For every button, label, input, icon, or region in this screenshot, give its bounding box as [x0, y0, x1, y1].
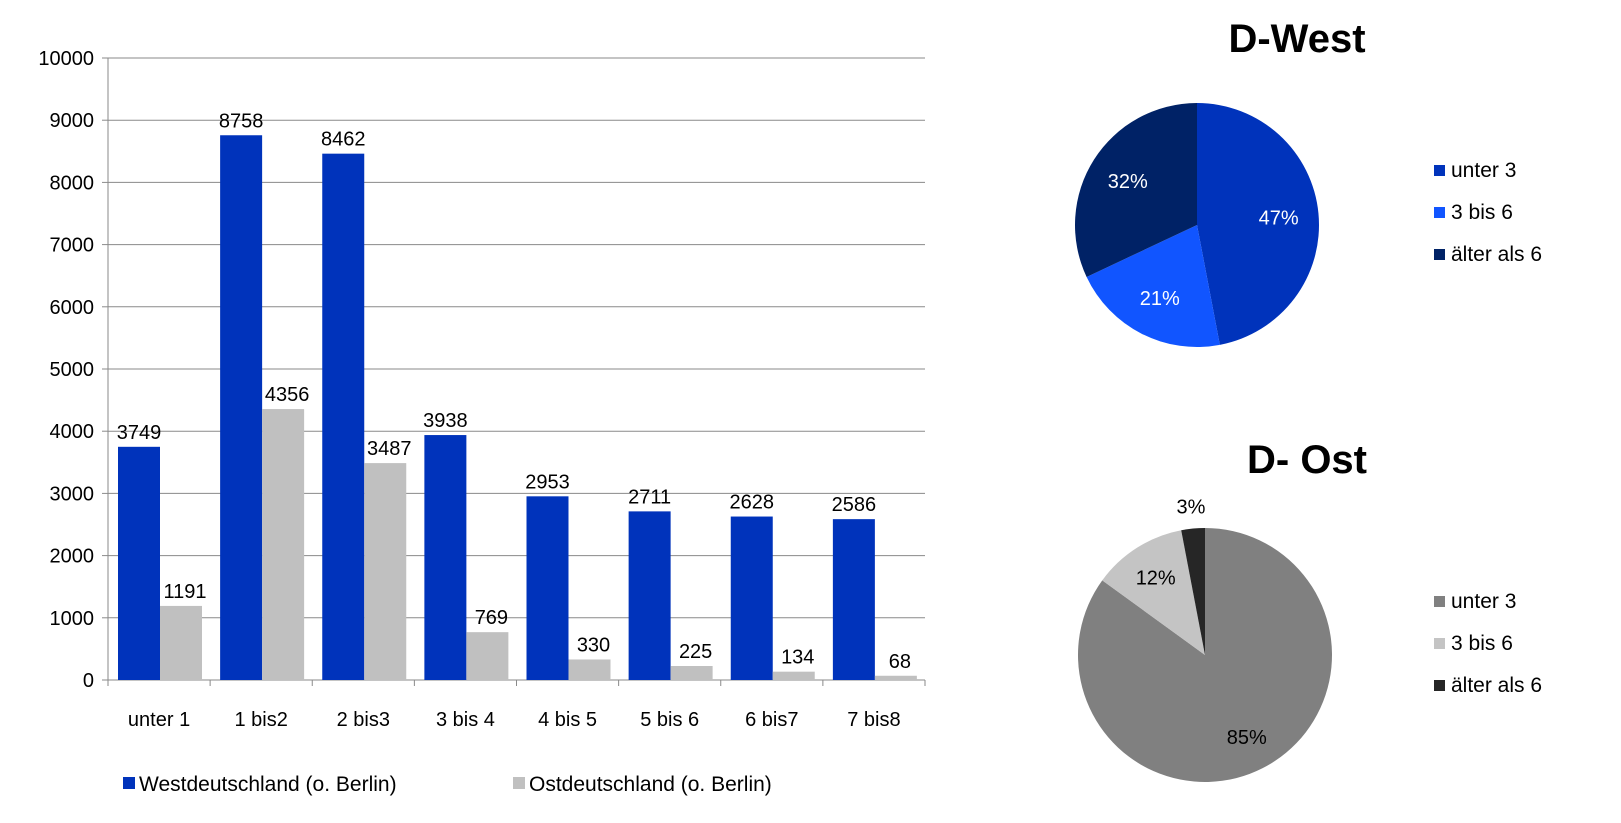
pie-chart-west: D-West 47% 21% 32% unter 3 3 bis 6 älter als…: [1075, 17, 1542, 347]
y-tick-label: 5000: [50, 359, 95, 381]
bar-value-label: 330: [577, 634, 610, 656]
pie-west-slices: 47% 21% 32%: [1075, 102, 1319, 347]
y-tick-label: 1000: [50, 608, 95, 630]
y-axis-ticks: 0 1000 2000 3000 4000 5000 6000 7000 8000 9000 100…: [38, 48, 108, 692]
y-tick-label: 7000: [50, 235, 95, 257]
bar-value-label: 3487: [367, 438, 412, 460]
x-tick-label: 5 bis 6: [640, 709, 699, 731]
bar-value-label: 2711: [628, 486, 671, 508]
bars: [118, 135, 917, 681]
legend-label-ost: Ostdeutschland (o. Berlin): [529, 773, 772, 796]
bar-west: [730, 516, 773, 680]
bar-value-label: 3749: [117, 422, 162, 444]
data-labels: 3749 1191 8758 4356 8462 3487 3938 769 2953 330 27…: [117, 110, 911, 673]
pie-slice: [1102, 530, 1205, 655]
y-tick-label: 6000: [50, 297, 95, 319]
pie-value-label: 21%: [1140, 288, 1180, 310]
y-tick-label: 0: [83, 670, 94, 692]
pie-slice: [1197, 103, 1319, 345]
bar-value-label: 3938: [423, 410, 468, 432]
bar-ost: [364, 463, 407, 680]
x-tick-label: unter 1: [128, 709, 190, 731]
bar-west: [628, 511, 671, 680]
pie-value-label: 85%: [1227, 727, 1267, 749]
pie-value-label: 12%: [1136, 567, 1176, 589]
y-tick-label: 3000: [50, 483, 95, 505]
pie-slice: [1181, 528, 1205, 655]
bar-ost: [568, 659, 611, 680]
bar-value-label: 2586: [832, 494, 877, 516]
pie-legend-swatch: [1434, 165, 1445, 176]
pie-title-west: D-West: [1228, 17, 1365, 61]
pie-legend-label: älter als 6: [1451, 674, 1542, 697]
pie-chart-ost: D- Ost 85% 12% 3% unter 3 3 bis 6 älter als …: [1078, 438, 1542, 782]
x-tick-label: 6 bis7: [745, 709, 798, 731]
bar-ost: [670, 666, 713, 680]
bar-value-label: 1191: [163, 581, 206, 603]
x-tick-label: 2 bis3: [337, 709, 390, 731]
pie-value-label: 3%: [1177, 497, 1206, 519]
pie-slice: [1086, 225, 1220, 347]
x-tick-label: 7 bis8: [847, 709, 900, 731]
pie-value-label: 47%: [1259, 207, 1299, 229]
x-axis-ticks: unter 1 1 bis2 2 bis3 3 bis 4 4 bis 5 5 bis 6…: [107, 680, 926, 731]
legend-swatch-ost: [513, 777, 525, 789]
bar-west: [220, 135, 263, 681]
y-tick-label: 9000: [50, 110, 95, 132]
x-tick-label: 1 bis2: [235, 709, 288, 731]
bar-west: [424, 435, 467, 680]
pie-legend-label: 3 bis 6: [1451, 632, 1513, 655]
bar-ost: [262, 409, 305, 680]
pie-legend-label: unter 3: [1451, 159, 1516, 182]
pie-legend-swatch: [1434, 207, 1445, 218]
pie-west-legend: unter 3 3 bis 6 älter als 6: [1434, 159, 1542, 266]
bar-ost: [160, 605, 202, 680]
x-tick-label: 3 bis 4: [436, 709, 495, 731]
bar-value-label: 8758: [219, 110, 264, 132]
x-tick-label: 4 bis 5: [538, 709, 597, 731]
bar-value-label: 134: [781, 647, 814, 669]
bar-west: [526, 496, 569, 680]
bar-value-label: 8462: [321, 129, 366, 151]
bar-value-label: 68: [889, 651, 911, 673]
pie-legend-swatch: [1434, 249, 1445, 260]
y-tick-label: 8000: [50, 172, 95, 194]
y-tick-label: 4000: [50, 421, 95, 443]
pie-ost-legend: unter 3 3 bis 6 älter als 6: [1434, 590, 1542, 697]
y-tick-label: 2000: [50, 546, 95, 568]
bar-value-label: 4356: [265, 384, 310, 406]
bar-west: [832, 519, 875, 680]
pie-legend-swatch: [1434, 680, 1445, 691]
pie-slice: [1075, 102, 1197, 277]
bar-value-label: 2628: [730, 492, 775, 514]
pie-ost-slices: 85% 12% 3%: [1078, 497, 1332, 782]
bar-value-label: 2953: [525, 471, 570, 493]
bar-chart: 0 1000 2000 3000 4000 5000 6000 7000 8000 9000 100…: [38, 48, 926, 796]
legend-label-west: Westdeutschland (o. Berlin): [139, 773, 397, 796]
bar-value-label: 769: [475, 607, 508, 629]
pie-legend-label: unter 3: [1451, 590, 1516, 613]
pie-legend-swatch: [1434, 596, 1445, 607]
pie-legend-swatch: [1434, 638, 1445, 649]
pie-title-ost: D- Ost: [1247, 438, 1367, 482]
bar-ost: [466, 632, 509, 680]
y-tick-label: 10000: [38, 48, 94, 70]
legend-swatch-west: [123, 777, 135, 789]
bar-ost: [874, 675, 917, 680]
pie-legend-label: 3 bis 6: [1451, 201, 1513, 224]
pie-value-label: 32%: [1108, 171, 1148, 193]
pie-legend-label: älter als 6: [1451, 243, 1542, 266]
bar-west: [118, 446, 160, 680]
bar-ost: [772, 671, 815, 680]
bar-legend: Westdeutschland (o. Berlin) Ostdeutschla…: [123, 773, 772, 796]
bar-west: [322, 153, 365, 681]
bar-value-label: 225: [679, 641, 712, 663]
